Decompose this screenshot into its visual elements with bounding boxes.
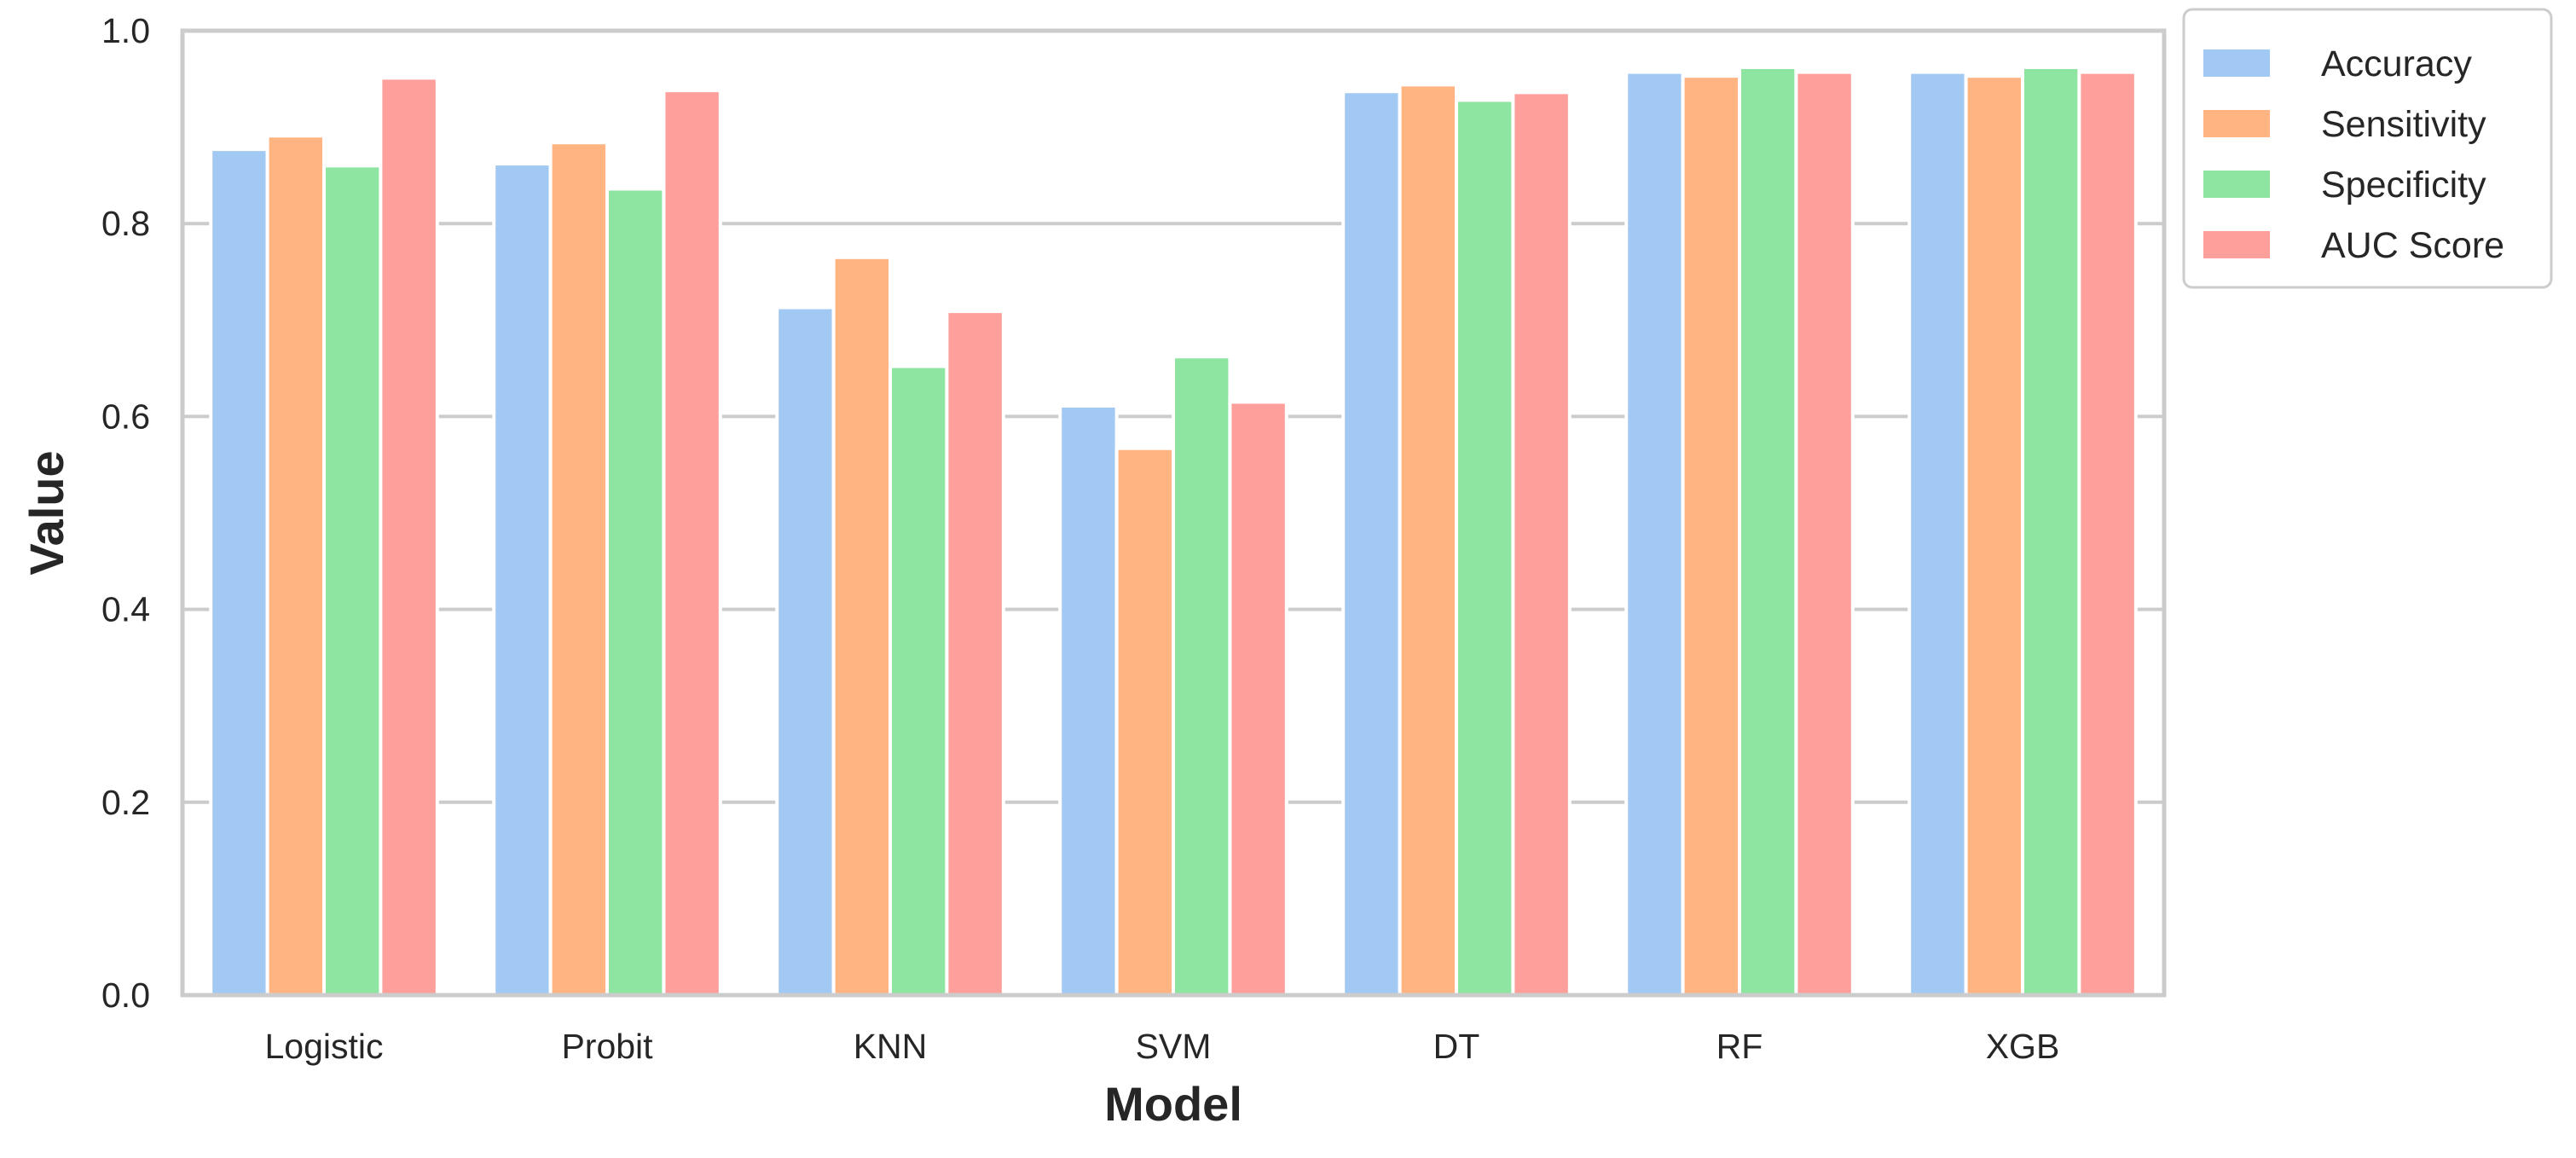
bar-sensitivity-svm — [1114, 446, 1175, 997]
bar-auc-score-dt — [1511, 90, 1572, 997]
y-tick-label: 0.8 — [101, 204, 150, 243]
bar-sensitivity-dt — [1398, 83, 1458, 997]
y-tick-label: 0.2 — [101, 783, 150, 822]
y-axis-title: Value — [20, 450, 73, 575]
y-tick-labels: 0.0 0.2 0.4 0.6 0.8 1.0 — [101, 11, 150, 1015]
bar-specificity-dt — [1455, 98, 1515, 997]
x-tick-label: DT — [1433, 1027, 1480, 1066]
bar-sensitivity-knn — [831, 255, 892, 998]
x-tick-labels: Logistic Probit KNN SVM DT RF XGB — [264, 1027, 2059, 1066]
x-tick-label: Logistic — [264, 1027, 383, 1066]
legend-box — [2182, 8, 2553, 289]
bar-specificity-knn — [889, 364, 949, 997]
x-tick-label: Probit — [561, 1027, 653, 1066]
bar-specificity-logistic — [322, 164, 383, 997]
legend-label: Sensitivity — [2321, 104, 2486, 145]
y-tick-label: 0.6 — [101, 397, 150, 436]
bar-accuracy-svm — [1058, 403, 1119, 998]
bar-auc-score-knn — [945, 310, 1005, 998]
bar-accuracy-logistic — [209, 148, 269, 998]
plot-frame — [180, 28, 2167, 998]
x-tick-label: KNN — [854, 1027, 928, 1066]
legend-label: AUC Score — [2321, 225, 2504, 266]
bar-sensitivity-probit — [548, 141, 609, 998]
bar-specificity-rf — [1738, 65, 1798, 997]
bars — [182, 65, 2164, 998]
legend-swatch-specificity — [2203, 171, 2270, 198]
bar-sensitivity-logistic — [265, 134, 327, 998]
bar-accuracy-xgb — [1907, 70, 1968, 997]
legend: Accuracy Sensitivity Specificity AUC Score — [2182, 8, 2553, 289]
bar-auc-score-svm — [1228, 400, 1288, 997]
bar-accuracy-dt — [1341, 90, 1402, 997]
legend-swatch-auc-score — [2203, 231, 2270, 258]
bar-accuracy-probit — [492, 162, 553, 997]
bar-auc-score-xgb — [2077, 70, 2138, 997]
x-tick-label: XGB — [1986, 1027, 2060, 1066]
legend-swatch-sensitivity — [2203, 110, 2270, 137]
bar-sensitivity-rf — [1681, 74, 1741, 998]
bar-specificity-probit — [605, 187, 666, 997]
y-tick-label: 0.0 — [101, 976, 150, 1015]
bar-sensitivity-xgb — [1964, 74, 2025, 998]
bar-specificity-xgb — [2021, 65, 2081, 997]
x-axis-title: Model — [1104, 1077, 1242, 1131]
x-tick-label: RF — [1716, 1027, 1763, 1066]
bar-specificity-svm — [1172, 355, 1232, 997]
x-tick-label: SVM — [1136, 1027, 1212, 1066]
y-tick-label: 1.0 — [101, 11, 150, 50]
legend-swatch-accuracy — [2203, 49, 2270, 77]
legend-label: Accuracy — [2321, 43, 2472, 84]
bar-accuracy-knn — [775, 305, 836, 997]
bar-accuracy-rf — [1624, 70, 1685, 997]
bar-auc-score-probit — [662, 89, 722, 998]
y-tick-label: 0.4 — [101, 590, 150, 629]
bar-auc-score-rf — [1794, 70, 1855, 997]
legend-label: Specificity — [2321, 165, 2486, 206]
bar-auc-score-logistic — [379, 76, 439, 998]
